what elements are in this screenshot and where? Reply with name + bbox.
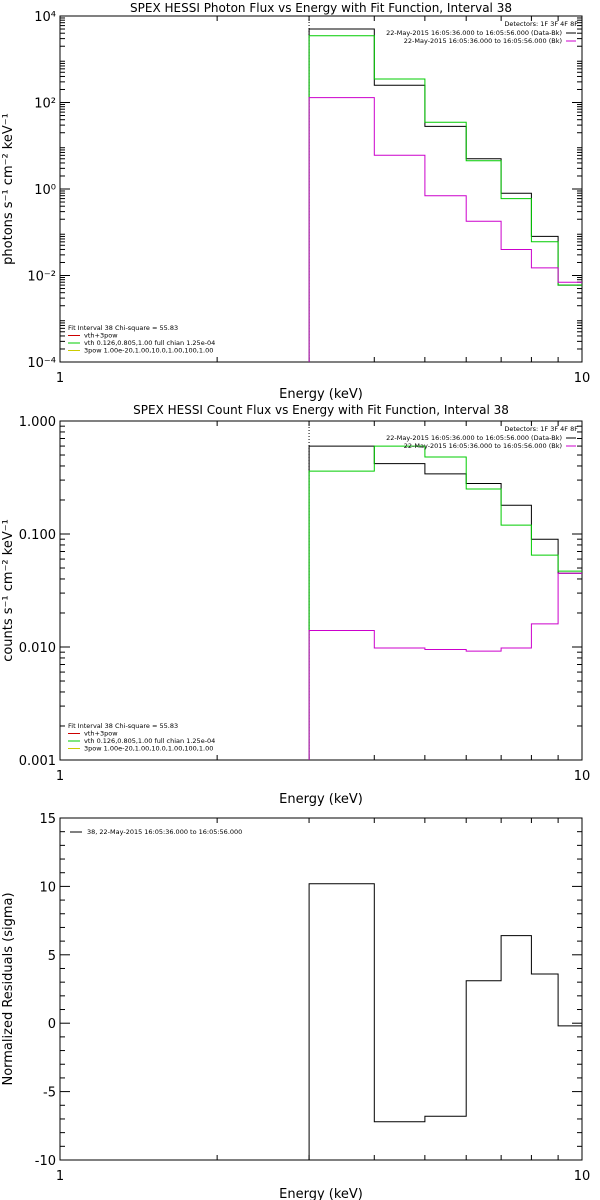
y-tick-label-2-4: 10: [39, 880, 56, 895]
legend-fit-entry-1-1: vth+3pow: [84, 730, 118, 738]
fit-interval-label-1: Fit Interval 38 Chi-square = 55.83: [68, 722, 178, 730]
plot-frame-2: [59, 817, 583, 1161]
y-tick-label-1-2: 0.100: [19, 528, 56, 543]
residual-legend-entry: 38, 22-May-2015 16:05:36.000 to 16:05:56…: [87, 828, 242, 836]
x-axis-label-1: Energy (keV): [279, 792, 363, 807]
x-tick-label-1-1: 10: [574, 769, 591, 784]
legend-top-entry-1-1: 22-May-2015 16:05:36.000 to 16:05:56.000…: [386, 434, 562, 442]
detectors-label-0: Detectors: 1F 3F 4F 8F: [504, 20, 578, 28]
y-tick-label-1-3: 1.000: [19, 415, 56, 430]
series-line-0-1: [308, 35, 582, 362]
series-line-0-2: [308, 97, 582, 362]
plot-frame-1: [59, 420, 583, 761]
y-axis-label-0: photons s⁻¹ cm⁻² keV⁻¹: [1, 113, 16, 265]
y-tick-label-0-0: 10⁻⁴: [27, 356, 56, 371]
detectors-label-1: Detectors: 1F 3F 4F 8F: [504, 425, 578, 433]
y-tick-label-2-3: 5: [48, 949, 56, 964]
y-tick-label-0-2: 10⁰: [34, 183, 56, 198]
series-line-1-0: [308, 445, 582, 760]
series-line-1-2: [308, 572, 582, 760]
y-axis-label-1: counts s⁻¹ cm⁻² keV⁻¹: [1, 519, 16, 662]
y-axis-label-2: Normalized Residuals (sigma): [1, 892, 16, 1085]
series-line-1-1: [308, 445, 582, 760]
legend-top-entry-1-2: 22-May-2015 16:05:36.000 to 16:05:56.000…: [404, 442, 562, 450]
y-tick-label-0-3: 10²: [34, 97, 56, 112]
legend-fit-entry-0-1: vth+3pow: [84, 332, 118, 340]
x-axis-label-0: Energy (keV): [279, 387, 363, 402]
y-tick-label-1-1: 0.010: [19, 641, 56, 656]
legend-fit-entry-0-2: vth 0.126,0.805,1.00 full chian 1.25e-04: [84, 339, 215, 347]
x-tick-label-1-0: 1: [56, 769, 64, 784]
y-tick-label-2-0: -10: [35, 1154, 56, 1169]
fit-interval-label-0: Fit Interval 38 Chi-square = 55.83: [68, 324, 178, 332]
x-tick-label-2-1: 10: [574, 1169, 591, 1184]
y-tick-label-2-5: 15: [39, 812, 56, 827]
x-tick-label-0-1: 10: [574, 371, 591, 386]
legend-top-entry-0-2: 22-May-2015 16:05:36.000 to 16:05:56.000…: [404, 37, 562, 45]
y-tick-label-2-2: 0: [48, 1017, 56, 1032]
legend-fit-entry-1-2: vth 0.126,0.805,1.00 full chian 1.25e-04: [84, 737, 215, 745]
x-axis-label-2: Energy (keV): [279, 1187, 363, 1200]
y-tick-label-1-0: 0.001: [19, 754, 56, 769]
chart-title-1: SPEX HESSI Count Flux vs Energy with Fit…: [133, 403, 509, 417]
y-tick-label-0-4: 10⁴: [34, 10, 56, 25]
plot-frame-0: [59, 15, 583, 363]
y-tick-label-2-1: -5: [43, 1086, 56, 1101]
legend-top-entry-0-1: 22-May-2015 16:05:36.000 to 16:05:56.000…: [386, 29, 562, 37]
y-tick-label-0-1: 10⁻²: [27, 270, 56, 285]
x-tick-label-0-0: 1: [56, 371, 64, 386]
legend-fit-entry-1-3: 3pow 1.00e-20,1.00,10.0,1.00,100,1.00: [84, 745, 213, 753]
series-line-2-0: [308, 883, 582, 1160]
legend-fit-entry-0-3: 3pow 1.00e-20,1.00,10.0,1.00,100,1.00: [84, 347, 213, 355]
x-tick-label-2-0: 1: [56, 1169, 64, 1184]
chart-title-0: SPEX HESSI Photon Flux vs Energy with Fi…: [130, 1, 512, 15]
